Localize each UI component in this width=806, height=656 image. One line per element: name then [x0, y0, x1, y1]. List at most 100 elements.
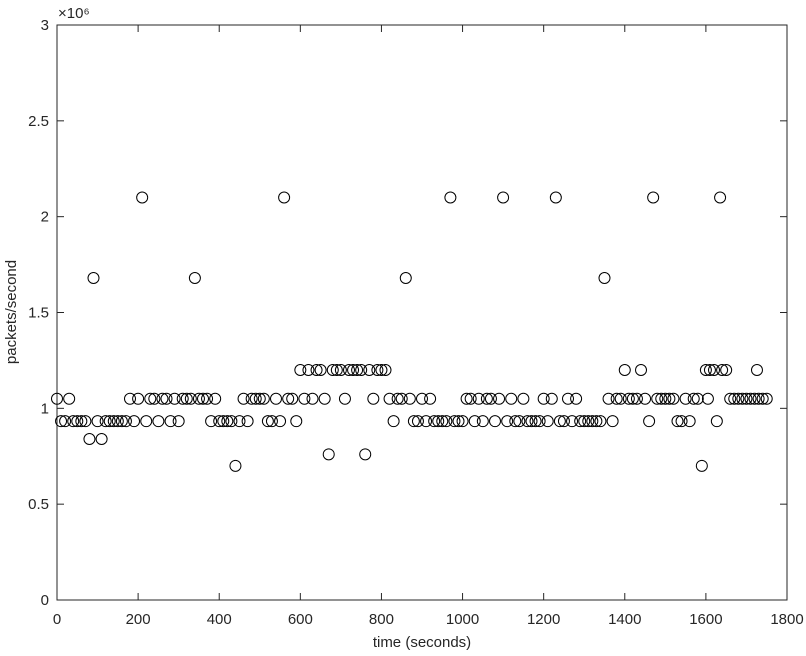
point: [55, 415, 68, 428]
x-tick-label: 1000: [446, 611, 479, 628]
point: [180, 392, 193, 405]
point: [667, 392, 680, 405]
point: [736, 392, 749, 405]
point: [71, 415, 84, 428]
point: [95, 433, 108, 445]
point: [347, 364, 360, 376]
point: [740, 392, 753, 405]
x-tick-label: 1600: [689, 611, 722, 628]
x-tick-label: 1200: [527, 611, 560, 628]
point: [614, 392, 627, 405]
point: [140, 415, 153, 428]
point: [647, 191, 660, 204]
point: [343, 364, 355, 376]
point: [265, 415, 278, 428]
point: [630, 392, 643, 405]
point: [521, 415, 534, 428]
point: [440, 415, 453, 428]
point: [501, 415, 514, 428]
point: [639, 392, 652, 405]
point: [322, 448, 335, 461]
point: [618, 364, 631, 376]
point: [225, 415, 238, 428]
point: [480, 392, 493, 405]
point: [598, 272, 611, 284]
point: [513, 415, 526, 428]
point: [132, 392, 145, 405]
point: [732, 392, 745, 405]
point: [152, 415, 165, 428]
point: [399, 272, 412, 284]
point: [144, 392, 157, 405]
point: [278, 191, 291, 204]
point: [379, 364, 392, 376]
point: [294, 364, 307, 376]
x-tick-label: 200: [126, 611, 151, 628]
point: [452, 415, 465, 428]
point: [217, 415, 230, 428]
point: [606, 415, 619, 428]
point: [351, 364, 364, 376]
point: [375, 364, 388, 376]
point: [663, 392, 676, 405]
point: [383, 392, 396, 405]
point: [493, 392, 506, 405]
point: [282, 392, 295, 405]
point: [590, 415, 603, 428]
point: [675, 415, 688, 428]
point: [752, 392, 765, 405]
point: [128, 415, 141, 428]
point: [655, 392, 668, 405]
point: [99, 415, 112, 428]
point: [298, 392, 311, 405]
point: [683, 415, 696, 428]
point: [136, 191, 149, 204]
point: [257, 392, 270, 405]
point: [671, 415, 684, 428]
point: [233, 415, 246, 428]
plot-frame: [56, 24, 788, 601]
point: [229, 459, 242, 472]
point: [497, 191, 510, 204]
point: [420, 415, 433, 428]
point: [403, 392, 416, 405]
point: [245, 392, 258, 405]
y-tick-label: 1: [41, 400, 49, 417]
point: [237, 392, 250, 405]
point: [107, 415, 120, 428]
point: [710, 415, 723, 428]
point: [489, 415, 501, 428]
point: [367, 392, 380, 405]
point: [436, 415, 449, 428]
point: [290, 415, 303, 428]
point: [659, 392, 672, 405]
point: [176, 392, 189, 405]
x-tick-label: 600: [288, 611, 313, 628]
point: [610, 392, 623, 405]
point: [270, 392, 282, 405]
point: [253, 392, 266, 405]
point: [557, 415, 570, 428]
point: [119, 415, 132, 428]
point: [314, 364, 327, 376]
point: [541, 415, 554, 428]
point: [695, 459, 708, 472]
point: [582, 415, 595, 428]
point: [708, 364, 720, 376]
point: [91, 415, 104, 428]
point: [359, 448, 372, 461]
point: [172, 415, 185, 428]
point: [407, 415, 420, 428]
point: [553, 415, 566, 428]
point: [330, 364, 343, 376]
point: [533, 415, 546, 428]
point: [428, 415, 441, 428]
point: [188, 272, 201, 284]
point: [505, 392, 518, 405]
point: [249, 392, 262, 405]
point: [338, 392, 351, 405]
point: [460, 392, 473, 405]
point: [626, 392, 639, 405]
point: [326, 364, 339, 376]
y-tick-label: 0: [41, 592, 49, 609]
